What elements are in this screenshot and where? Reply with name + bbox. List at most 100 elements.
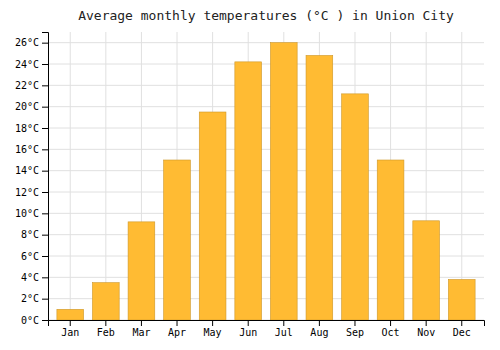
y-tick: 2°C <box>21 293 48 304</box>
x-tick-mark <box>426 320 427 326</box>
y-tick-mark <box>42 171 48 172</box>
y-tick-mark <box>42 213 48 214</box>
y-tick: 10°C <box>15 208 48 219</box>
y-tick: 20°C <box>15 101 48 112</box>
y-tick-mark <box>42 64 48 65</box>
grid-line-y <box>48 42 484 43</box>
y-tick: 12°C <box>15 187 48 198</box>
bar <box>57 309 84 320</box>
x-tick-label: Aug <box>310 327 328 338</box>
y-tick-mark <box>42 299 48 300</box>
x-tick-label: Apr <box>168 327 186 338</box>
y-tick-mark <box>42 235 48 236</box>
grid-line-y <box>48 192 484 193</box>
x-tick: Jan <box>61 320 79 338</box>
y-tick: 22°C <box>15 80 48 91</box>
y-tick-label: 8°C <box>21 229 39 240</box>
y-tick-label: 12°C <box>15 187 39 198</box>
y-tick-mark <box>42 107 48 108</box>
bar <box>342 94 369 320</box>
x-tick-mark <box>177 320 178 326</box>
x-tick-label: Jun <box>239 327 257 338</box>
bars <box>57 43 475 320</box>
x-tick-mark <box>283 320 284 326</box>
y-tick: 4°C <box>21 272 48 283</box>
x-tick-mark <box>70 320 71 326</box>
x-tick-label: Dec <box>453 327 471 338</box>
y-tick-mark <box>42 149 48 150</box>
y-tick-mark <box>42 192 48 193</box>
x-tick-label: Oct <box>382 327 400 338</box>
x-tick: Nov <box>417 320 435 338</box>
y-tick: 14°C <box>15 165 48 176</box>
grid-line-y <box>48 213 484 214</box>
x-tick-mark <box>105 320 106 326</box>
y-tick: 6°C <box>21 251 48 262</box>
bar <box>235 62 262 320</box>
x-tick: Mar <box>132 320 150 338</box>
x-tick: Jul <box>275 320 293 338</box>
y-tick-label: 6°C <box>21 251 39 262</box>
grid-line-y <box>48 128 484 129</box>
y-tick-mark <box>42 320 48 321</box>
x-tick: Dec <box>453 320 471 338</box>
x-tick-label: Feb <box>97 327 115 338</box>
x-tick-mark <box>319 320 320 326</box>
x-tick-label: Jul <box>275 327 293 338</box>
y-tick-label: 2°C <box>21 293 39 304</box>
y-tick-label: 0°C <box>21 315 39 326</box>
y-tick-label: 18°C <box>15 123 39 134</box>
x-tick-mark <box>212 320 213 326</box>
bar <box>199 112 226 320</box>
y-tick-label: 14°C <box>15 165 39 176</box>
y-tick: 16°C <box>15 144 48 155</box>
y-tick: 0°C <box>21 315 48 326</box>
y-tick-label: 4°C <box>21 272 39 283</box>
grid-line-y <box>48 170 484 171</box>
grid <box>48 32 484 320</box>
x-tick: Oct <box>382 320 400 338</box>
y-tick: 8°C <box>21 229 48 240</box>
y-tick: 26°C <box>15 37 48 48</box>
grid-line-x <box>105 32 106 320</box>
bar <box>377 160 404 320</box>
y-tick-label: 10°C <box>15 208 39 219</box>
y-tick-mark <box>42 277 48 278</box>
grid-line-y <box>48 85 484 86</box>
y-tick: 24°C <box>15 59 48 70</box>
y-tick-label: 24°C <box>15 59 39 70</box>
grid-line-y <box>48 64 484 65</box>
x-axis: Jan Feb Mar Apr May Jun Jul Aug Sep Oct Nov Dec <box>49 320 485 338</box>
x-tick-label: May <box>204 327 222 338</box>
x-tick-mark <box>390 320 391 326</box>
chart-title: Average monthly temperatures (°C ) in Un… <box>78 8 454 23</box>
y-axis-line <box>42 33 49 321</box>
y-tick-label: 22°C <box>15 80 39 91</box>
chart-container: 0°C 2°C 4°C 6°C 8°C 10°C 12°C 14°C 16°C 18°C 20°C 2… <box>0 0 500 350</box>
x-tick: Apr <box>168 320 186 338</box>
bar <box>306 55 333 320</box>
x-tick-mark <box>354 320 355 326</box>
x-tick-label: Jan <box>61 327 79 338</box>
x-axis-line <box>49 321 485 327</box>
y-tick-mark <box>42 256 48 257</box>
y-tick-label: 16°C <box>15 144 39 155</box>
bar <box>92 283 119 320</box>
plot: 0°C 2°C 4°C 6°C 8°C 10°C 12°C 14°C 16°C 18°C 20°C 2… <box>15 32 485 338</box>
bar <box>270 43 297 320</box>
grid-line-x <box>70 32 71 320</box>
x-tick: Aug <box>310 320 328 338</box>
x-tick: Sep <box>346 320 364 338</box>
x-tick-mark <box>248 320 249 326</box>
bar <box>413 221 440 320</box>
x-tick-mark <box>141 320 142 326</box>
x-tick: May <box>204 320 222 338</box>
y-axis: 0°C 2°C 4°C 6°C 8°C 10°C 12°C 14°C 16°C 18°C 20°C 2… <box>15 33 49 326</box>
y-tick-label: 26°C <box>15 37 39 48</box>
bar <box>164 160 191 320</box>
x-tick-label: Mar <box>132 327 150 338</box>
y-tick: 18°C <box>15 123 48 134</box>
bar <box>448 279 475 320</box>
x-tick: Feb <box>97 320 115 338</box>
x-tick-label: Sep <box>346 327 364 338</box>
